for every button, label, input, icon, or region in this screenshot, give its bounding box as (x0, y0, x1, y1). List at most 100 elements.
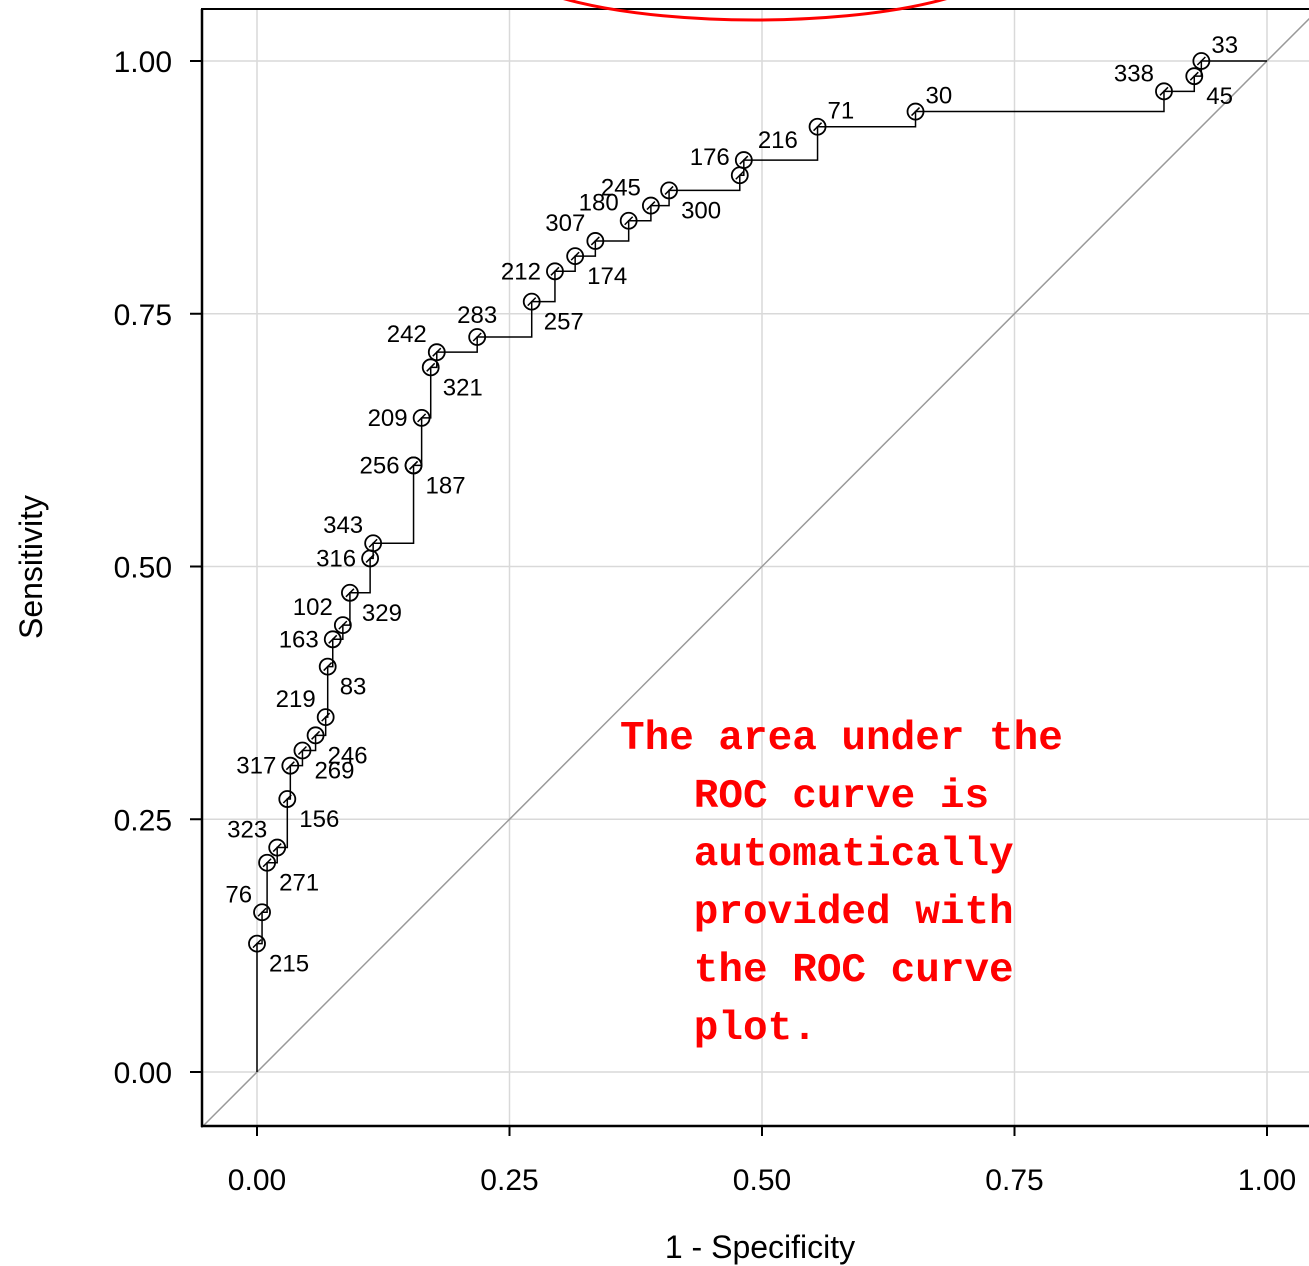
x-tick-label: 0.00 (228, 1164, 286, 1197)
roc-point (333, 616, 352, 635)
roc-point-marker-slash (813, 122, 823, 132)
roc-point-marker-slash (570, 251, 580, 261)
roc-point-label: 180 (579, 190, 619, 217)
roc-point-marker (1192, 52, 1211, 70)
roc-point-label: 45 (1206, 83, 1233, 110)
roc-point-label: 300 (681, 197, 721, 224)
roc-point-label: 212 (501, 258, 541, 285)
roc-point-label: 271 (279, 870, 319, 897)
roc-point-marker-slash (321, 712, 331, 722)
roc-point-marker (293, 741, 312, 760)
roc-point (316, 708, 335, 727)
y-axis-ticks: 0.00 0.25 0.50 0.75 1.00 (114, 46, 202, 1090)
roc-point-marker (323, 630, 342, 649)
roc-point-label: 283 (457, 302, 497, 329)
roc-point-marker (906, 102, 925, 121)
roc-point (248, 934, 266, 953)
roc-point-marker (364, 534, 383, 553)
roc-point-marker (546, 262, 564, 281)
roc-point-marker-slash (338, 620, 348, 630)
roc-point-label: 317 (236, 753, 276, 780)
y-tick-label: 0.25 (114, 804, 172, 837)
roc-point (1192, 52, 1211, 70)
roc-point-marker-slash (910, 107, 921, 117)
roc-point-marker-slash (646, 201, 656, 211)
roc-point (522, 292, 541, 311)
x-tick-label: 0.75 (985, 1164, 1043, 1197)
roc-point-label: 269 (314, 758, 354, 785)
roc-point-label: 174 (587, 263, 627, 290)
plot-area (202, 9, 1309, 1126)
roc-point-marker-slash (323, 662, 333, 672)
roc-point-label: 176 (690, 144, 730, 171)
roc-point-label: 33 (1211, 32, 1238, 59)
reference-diagonal (200, 18, 1309, 1129)
roc-point-marker-slash (365, 553, 375, 563)
roc-point-marker (333, 616, 352, 635)
point-markers (248, 52, 1211, 953)
roc-point-marker-slash (432, 347, 442, 357)
roc-point (546, 262, 564, 281)
roc-point-marker (566, 247, 585, 266)
roc-point-label: 102 (293, 594, 333, 621)
auc-annotation: The area under the ROC curve is automati… (620, 716, 1063, 1052)
roc-point (306, 726, 325, 745)
roc-point-marker-slash (409, 460, 419, 470)
roc-point-marker-slash (527, 297, 537, 307)
roc-point-label: 163 (279, 626, 319, 653)
roc-point-marker (278, 790, 297, 808)
roc-point-marker (281, 756, 300, 775)
roc-point-label: 316 (316, 545, 356, 572)
roc-point-marker-slash (550, 266, 560, 276)
roc-point (586, 232, 605, 250)
roc-point-marker (421, 358, 440, 377)
roc-point-label: 245 (601, 175, 641, 202)
roc-point-marker (412, 408, 431, 427)
roc-point-marker (619, 211, 638, 230)
roc-point (364, 534, 383, 553)
roc-point-marker-slash (345, 588, 355, 598)
roc-point-label: 71 (828, 98, 855, 125)
roc-point (268, 838, 287, 857)
roc-point-marker (586, 232, 605, 250)
roc-point-marker (318, 657, 337, 676)
roc-point-marker-slash (624, 216, 634, 226)
roc-point-marker-slash (417, 413, 427, 423)
roc-point-label: 83 (340, 674, 367, 701)
roc-point (619, 211, 638, 230)
roc-point-marker-slash (1159, 86, 1169, 96)
roc-point-marker (642, 196, 660, 215)
y-tick-label: 1.00 (114, 46, 172, 79)
roc-point (566, 247, 585, 266)
roc-point-marker-slash (282, 794, 292, 804)
roc-point-marker-slash (328, 634, 338, 644)
roc-point-marker (316, 708, 335, 727)
roc-point-label: 321 (443, 374, 483, 401)
roc-point (412, 408, 431, 427)
roc-point (281, 756, 300, 775)
roc-point (468, 328, 487, 346)
roc-point-marker (660, 181, 678, 200)
roc-point-marker (253, 903, 271, 922)
roc-point-label: 76 (225, 881, 252, 908)
roc-point-marker (734, 151, 753, 169)
roc-point-label: 215 (269, 951, 309, 978)
roc-point-marker (427, 343, 446, 362)
roc-point-label: 338 (1114, 60, 1154, 87)
y-tick-label: 0.75 (114, 299, 172, 332)
roc-point-label: 307 (545, 210, 585, 237)
roc-point (278, 790, 297, 808)
roc-point (808, 117, 827, 136)
y-tick-label: 0.50 (114, 552, 172, 585)
x-axis-title: 1 - Specificity (665, 1229, 855, 1265)
roc-point (427, 343, 446, 362)
roc-point-marker-slash (257, 907, 267, 917)
roc-point-marker (1185, 67, 1204, 86)
roc-point-label: 246 (328, 742, 368, 769)
x-tick-label: 0.50 (733, 1164, 791, 1197)
roc-point-marker-slash (252, 939, 262, 949)
roc-point-marker (248, 934, 266, 953)
x-tick-label: 1.00 (1238, 1164, 1296, 1197)
